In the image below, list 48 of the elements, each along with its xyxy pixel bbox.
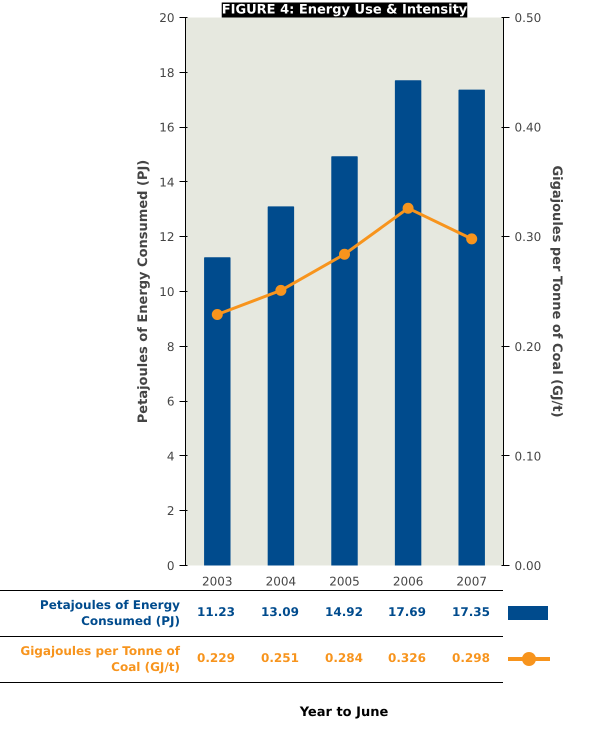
data-label: 17.35 [451, 604, 491, 622]
y2-tick-label: 0.30 [514, 230, 542, 244]
y2-tick-label: 0.40 [514, 120, 542, 135]
y-tick-label: 18 [159, 66, 175, 80]
point [466, 233, 478, 244]
bar [331, 156, 358, 566]
bar [268, 206, 294, 566]
chart-title: FIGURE 4: Energy Use & Intensity [222, 2, 468, 18]
x-tick-label: 2007 [456, 574, 487, 588]
bar [458, 90, 485, 566]
y-tick-label: 10 [159, 285, 175, 299]
text: Gigajoules per Tonne of Coal (GJ/t) [19, 643, 180, 676]
x-tick-label: 2006 [392, 574, 424, 588]
data-label: 0.229 [196, 650, 236, 668]
y2-tick-label: 0.10 [514, 449, 542, 464]
x-tick-label: 2003 [202, 574, 233, 588]
y-tick-label: 6 [166, 394, 175, 409]
y-tick-label: 12 [159, 230, 175, 244]
data-label: 13.09 [260, 604, 300, 622]
y2-tick-label: 0.50 [514, 11, 542, 25]
y2-tick-label: 0.20 [514, 340, 542, 354]
point [275, 284, 286, 296]
bar [394, 80, 422, 566]
point [339, 248, 350, 260]
x-tick-label: 2004 [266, 574, 296, 588]
point [212, 309, 223, 320]
y-tick-label: 8 [166, 340, 175, 354]
data-label: 11.23 [196, 604, 236, 622]
text: Petajoules of Energy Consumed (PJ) [38, 597, 180, 630]
y-tick-label: 2 [166, 504, 175, 518]
x-tick-label: 2005 [329, 574, 360, 588]
y2-axis-title: Gigajoules per Tonne of Coal (GJ/t) [549, 165, 564, 418]
data-label: 17.69 [387, 604, 427, 622]
y-tick-label: 14 [159, 175, 175, 190]
y-axis-title: Petajoules of Energy Consumed (PJ) [136, 160, 152, 424]
bar [204, 257, 231, 566]
data-label: 0.251 [260, 650, 300, 668]
data-label: 0.326 [387, 650, 427, 668]
y-tick-label: 20 [159, 11, 175, 25]
text: Year to June [298, 704, 390, 722]
y2-tick-label: 0.00 [514, 559, 542, 573]
y-tick-label: 4 [166, 449, 175, 464]
y-tick-label: 16 [159, 120, 175, 135]
data-label: 14.92 [324, 604, 364, 622]
data-label: 0.298 [451, 650, 491, 668]
y-tick-label: 0 [166, 559, 175, 573]
data-label: 0.284 [324, 650, 364, 668]
point [402, 202, 414, 214]
